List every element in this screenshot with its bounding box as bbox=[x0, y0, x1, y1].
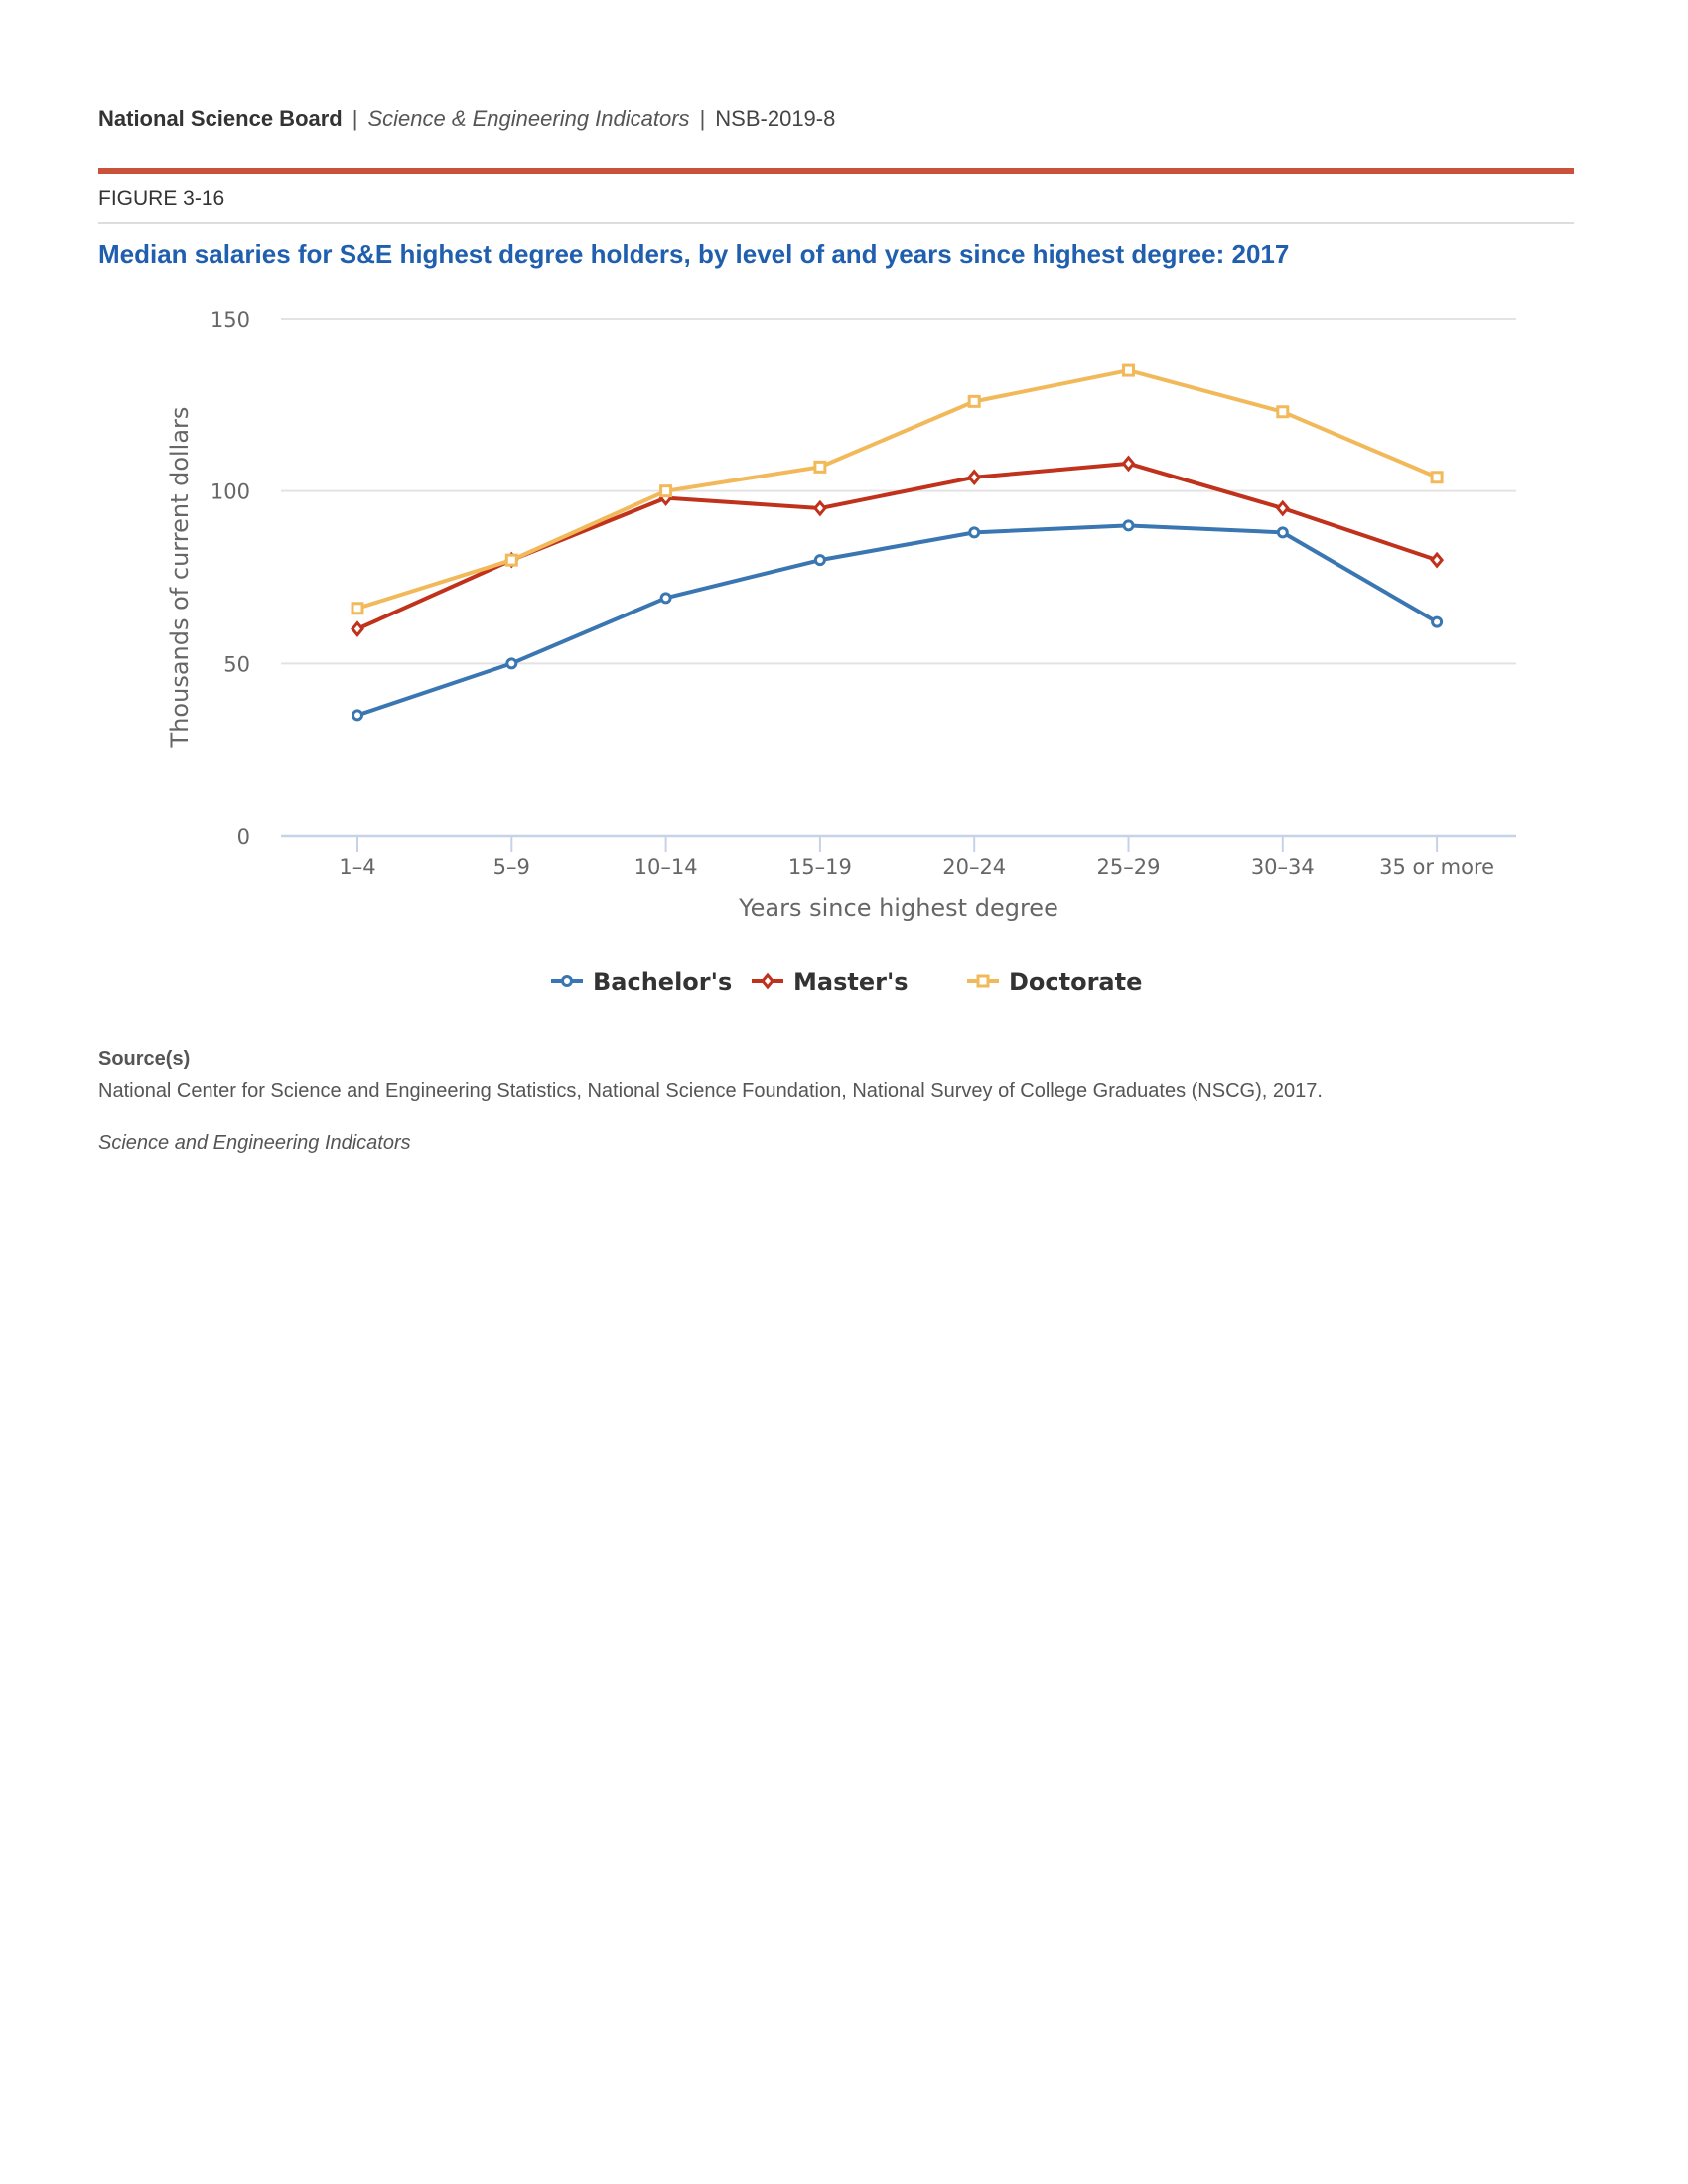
legend-marker-bachelors bbox=[561, 975, 573, 987]
y-axis-title: Thousands of current dollars bbox=[166, 407, 194, 749]
y-tick-label: 0 bbox=[237, 825, 250, 849]
report-id: NSB-2019-8 bbox=[715, 106, 836, 131]
x-tick-label: 5–9 bbox=[493, 855, 530, 879]
data-point-masters bbox=[967, 469, 982, 486]
data-point-doctorate bbox=[967, 394, 981, 408]
data-point-bachelors bbox=[968, 526, 981, 539]
y-tick-label: 150 bbox=[211, 308, 250, 332]
data-point-doctorate bbox=[1122, 363, 1135, 377]
data-point-masters bbox=[1430, 551, 1445, 569]
legend-label-masters: Master's bbox=[793, 968, 909, 996]
source-text: National Center for Science and Engineer… bbox=[98, 1080, 1323, 1102]
source-heading: Source(s) bbox=[98, 1048, 191, 1070]
data-point-doctorate bbox=[1276, 405, 1290, 419]
line-chart: 0 50 100 150 1–4 5–9 10–14 15–19 20–24 25–29 30–34… bbox=[166, 308, 1516, 996]
y-tick-label: 100 bbox=[211, 480, 250, 504]
data-point-bachelors bbox=[1431, 615, 1444, 628]
legend-label-doctorate: Doctorate bbox=[1009, 968, 1142, 996]
data-point-bachelors bbox=[813, 554, 826, 567]
legend-marker-doctorate bbox=[976, 974, 990, 988]
data-point-masters bbox=[812, 499, 827, 517]
data-point-bachelors bbox=[352, 709, 363, 722]
x-tick-label: 10–14 bbox=[634, 855, 698, 879]
data-point-doctorate bbox=[813, 460, 827, 474]
series-line-bachelors bbox=[356, 523, 1439, 718]
separator: | bbox=[352, 106, 358, 131]
divider bbox=[98, 222, 1574, 224]
legend-label-bachelors: Bachelor's bbox=[593, 968, 732, 996]
data-point-bachelors bbox=[1276, 526, 1289, 539]
x-tick-label: 35 or more bbox=[1379, 855, 1494, 879]
data-point-bachelors bbox=[505, 657, 518, 670]
publication-name: Science & Engineering Indicators bbox=[367, 106, 690, 131]
legend-marker-masters bbox=[761, 972, 774, 990]
chart-title: Median salaries for S&E highest degree h… bbox=[98, 239, 1290, 269]
x-tick-label: 25–29 bbox=[1097, 855, 1161, 879]
header-rule bbox=[98, 168, 1574, 174]
data-point-doctorate bbox=[659, 484, 673, 498]
source-footer: Science and Engineering Indicators bbox=[98, 1132, 411, 1154]
data-point-doctorate bbox=[1430, 471, 1444, 484]
data-point-doctorate bbox=[351, 602, 364, 615]
x-tick-label: 30–34 bbox=[1251, 855, 1315, 879]
data-point-bachelors bbox=[659, 592, 672, 605]
data-point-bachelors bbox=[1122, 519, 1135, 532]
x-tick-label: 15–19 bbox=[788, 855, 852, 879]
x-tick-label: 20–24 bbox=[942, 855, 1006, 879]
org-name: National Science Board bbox=[98, 106, 343, 131]
data-point-masters bbox=[1121, 455, 1136, 473]
series-line-doctorate bbox=[356, 368, 1438, 611]
data-point-doctorate bbox=[504, 553, 518, 567]
separator: | bbox=[699, 106, 706, 131]
data-point-masters bbox=[351, 620, 364, 637]
figure-label: FIGURE 3-16 bbox=[98, 187, 225, 209]
y-tick-label: 50 bbox=[223, 652, 250, 676]
data-point-masters bbox=[1275, 499, 1290, 517]
x-axis-title: Years since highest degree bbox=[738, 894, 1058, 922]
x-tick-label: 1–4 bbox=[339, 855, 375, 879]
report-header: National Science Board | Science & Enginee… bbox=[98, 106, 835, 132]
